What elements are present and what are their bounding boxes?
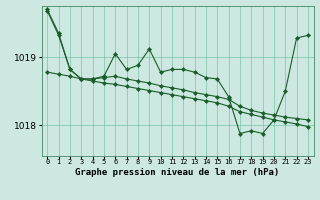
X-axis label: Graphe pression niveau de la mer (hPa): Graphe pression niveau de la mer (hPa) <box>76 168 280 177</box>
